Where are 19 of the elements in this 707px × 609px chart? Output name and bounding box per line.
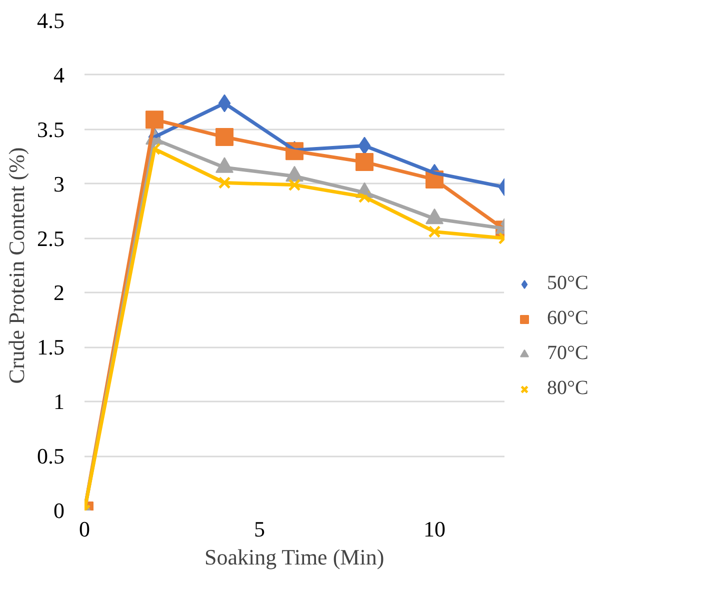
x-tick-label: 0 (79, 516, 90, 542)
y-tick-label: 0 (54, 498, 64, 523)
y-tick-label: 1.5 (37, 334, 64, 360)
legend-label: 80°C (547, 377, 588, 400)
legend-label: 50°C (547, 272, 588, 295)
y-tick-label: 4.5 (37, 8, 64, 33)
x-tick-label: 10 (424, 516, 446, 542)
y-tick-label: 0.5 (37, 444, 64, 469)
x-tick-label: 5 (254, 516, 265, 542)
y-tick-label: 3.5 (37, 116, 64, 142)
y-tick-label: 2.5 (37, 226, 64, 251)
legend-label: 70°C (547, 342, 588, 365)
y-tick-label: 1 (54, 389, 64, 414)
y-tick-label: 4 (54, 62, 64, 88)
y-tick-label: 2 (54, 280, 64, 306)
y-axis-title: Crude Protein Content (%) (4, 147, 29, 384)
x-axis-title: Soaking Time (Min) (204, 544, 384, 570)
legend-label: 60°C (547, 307, 588, 330)
y-tick-label: 3 (54, 171, 64, 196)
